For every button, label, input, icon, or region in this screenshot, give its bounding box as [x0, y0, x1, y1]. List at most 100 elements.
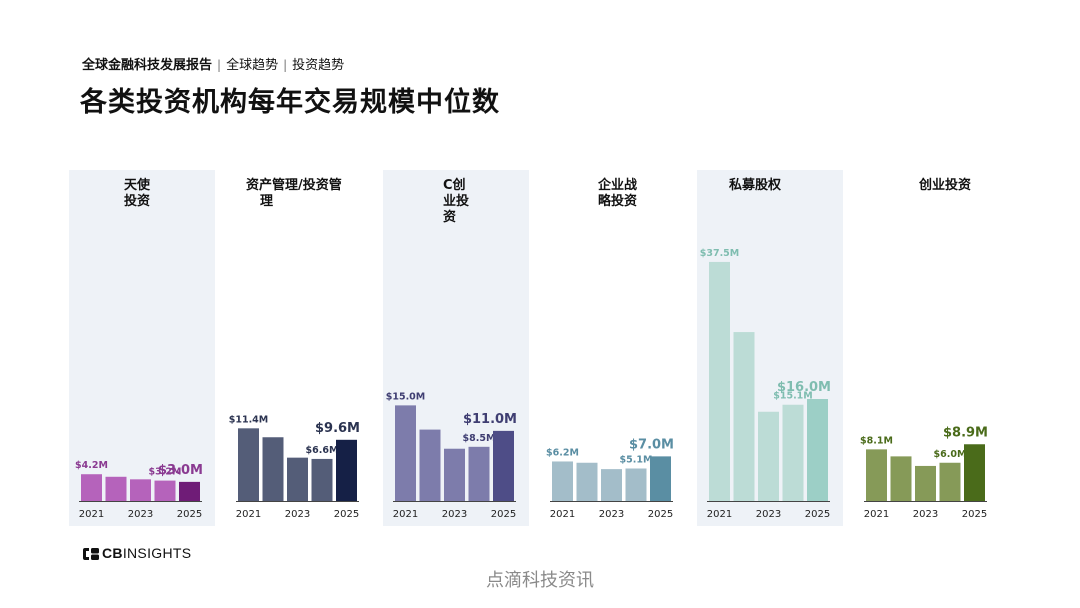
bar-2023: [601, 469, 622, 501]
bar-2024: [625, 468, 647, 501]
breadcrumb-separator: |: [283, 58, 288, 72]
chart-title: 企业战 略投资: [598, 178, 637, 210]
bar-2023: [444, 448, 465, 501]
x-tick-label: 2023: [442, 509, 467, 520]
bar-2022: [890, 456, 912, 501]
bar-chart: $4.2M 2021 2023 $3.2M$3.0M 2025: [75, 460, 203, 520]
chart-title: 创业投资: [919, 178, 971, 194]
bar-2021: [552, 461, 573, 501]
bar-2025: [964, 444, 985, 501]
data-label: $37.5M: [700, 248, 740, 259]
x-tick-label: 2025: [334, 509, 359, 520]
chart-title: 资产管理/投资管理: [246, 178, 342, 210]
bar-2022: [105, 476, 127, 501]
bar-2021: [395, 405, 416, 501]
data-label: $9.6M: [315, 421, 360, 436]
watermark: 点滴科技资讯: [486, 570, 594, 591]
bar-2025: [336, 439, 357, 501]
bar-2023: [915, 465, 936, 501]
data-label: $16.0M: [777, 380, 831, 395]
bar-2024: [154, 480, 176, 501]
x-tick-label: 2023: [128, 509, 153, 520]
data-label: $7.0M: [629, 437, 674, 452]
data-label: $5.1M: [620, 454, 653, 465]
bar-chart: $6.2M 2021 2023 $5.1M $7.0M 2025: [546, 437, 674, 520]
chart-panel-venture-capital: 创业投资 $8.1M 2021 2023 $6.0M $8.9M 2025: [854, 170, 1000, 526]
chart-title: 私募股权: [729, 178, 781, 194]
x-tick-label: 2021: [707, 509, 732, 520]
cbinsights-logo-icon: [82, 546, 100, 560]
cbinsights-logo: CBINSIGHTS: [82, 544, 191, 562]
chart-panel-private-equity: 私募股权 $37.5M 2021 2023 $15.1M $16.0M 2025: [697, 170, 843, 526]
data-label: $15.0M: [386, 391, 426, 402]
x-tick-label: 2025: [805, 509, 830, 520]
bar-2021: [709, 261, 730, 501]
x-tick-label: 2021: [864, 509, 889, 520]
bar-2022: [262, 437, 284, 501]
chart-title-line: 资产管理/投资管: [246, 178, 342, 193]
breadcrumb-global-trend: 全球趋势: [226, 58, 279, 73]
x-tick-label: 2023: [599, 509, 624, 520]
chart-panel-corporate-strategic: 企业战 略投资 $6.2M 2021 2023 $5.1M $7.0M 2025: [540, 170, 686, 526]
chart-title-line: 企业战: [598, 178, 638, 193]
bar-chart: $37.5M 2021 2023 $15.1M$16.0M 2025: [700, 248, 831, 520]
data-label: $6.2M: [546, 447, 579, 458]
chart-title-line: 业投: [443, 194, 470, 209]
page-title: 各类投资机构每年交易规模中位数: [80, 87, 500, 118]
x-tick-label: 2025: [177, 509, 202, 520]
data-label: $11.4M: [229, 414, 269, 425]
chart-title-line: C创: [443, 178, 466, 193]
breadcrumb-report: 全球金融科技发展报告: [82, 58, 213, 73]
chart-title: 天使 投资: [124, 178, 150, 210]
bar-2022: [419, 429, 441, 501]
bar-2023: [758, 411, 779, 501]
bar-2024: [311, 458, 333, 501]
bar-2025: [179, 481, 200, 501]
x-tick-label: 2021: [550, 509, 575, 520]
data-label: $8.1M: [860, 435, 893, 446]
bar-2022: [576, 462, 598, 501]
bar-chart: $15.0M 2021 2023 $8.5M $11.0M 2025: [386, 391, 517, 520]
data-label: $4.2M: [75, 460, 108, 471]
chart-panel-angel: 天使 投资 $4.2M 2021 2023 $3.2M $3.0M 2025: [69, 170, 215, 526]
data-label: $8.9M: [943, 425, 988, 440]
chart-title-line: 天使: [124, 178, 151, 193]
x-tick-label: 2025: [962, 509, 987, 520]
bar-2025: [493, 430, 514, 501]
breadcrumb-separator: |: [217, 58, 222, 72]
data-label: $3.0M: [158, 463, 203, 478]
x-tick-label: 2023: [913, 509, 938, 520]
logo-text-bold: CB: [102, 545, 123, 561]
logo-text: INSIGHTS: [122, 545, 192, 561]
bar-2022: [733, 332, 755, 501]
breadcrumb-investment-trend: 投资趋势: [292, 58, 345, 73]
data-label: $3.2M: [149, 467, 182, 478]
bar-2024: [782, 404, 804, 501]
bar-2023: [287, 457, 308, 501]
x-tick-label: 2021: [393, 509, 418, 520]
breadcrumb: 全球金融科技发展报告 | 全球趋势 | 投资趋势: [82, 54, 344, 73]
bar-chart: $11.4M 2021 2023 $6.6M $9.6M 2025: [229, 414, 360, 520]
chart-panel-cvc: C创 业投资 $15.0M 2021 2023 $8.5M $11.0M 2025: [383, 170, 529, 526]
data-label: $15.1M: [773, 391, 813, 402]
bar-2025: [650, 456, 671, 501]
x-tick-label: 2021: [236, 509, 261, 520]
chart-title-line: 私募股权: [729, 178, 782, 193]
chart-title-line: 资: [443, 210, 457, 225]
x-tick-label: 2023: [285, 509, 310, 520]
bar-2025: [807, 399, 828, 501]
chart-title-line: 理: [260, 194, 274, 209]
x-tick-label: 2025: [491, 509, 516, 520]
chart-title-line: 投资: [124, 194, 151, 209]
chart-panel-asset-management: 资产管理/投资管理 $11.4M 2021 2023 $6.6M $9.6M 2025: [226, 170, 372, 526]
data-label: $6.6M: [306, 445, 339, 456]
data-label: $8.5M: [463, 433, 496, 444]
x-tick-label: 2023: [756, 509, 781, 520]
bar-2021: [81, 474, 102, 501]
x-tick-label: 2025: [648, 509, 673, 520]
x-tick-label: 2021: [79, 509, 104, 520]
bar-2021: [866, 449, 887, 501]
bar-2023: [130, 479, 151, 501]
bar-2021: [238, 428, 259, 501]
data-label: $6.0M: [934, 449, 967, 460]
